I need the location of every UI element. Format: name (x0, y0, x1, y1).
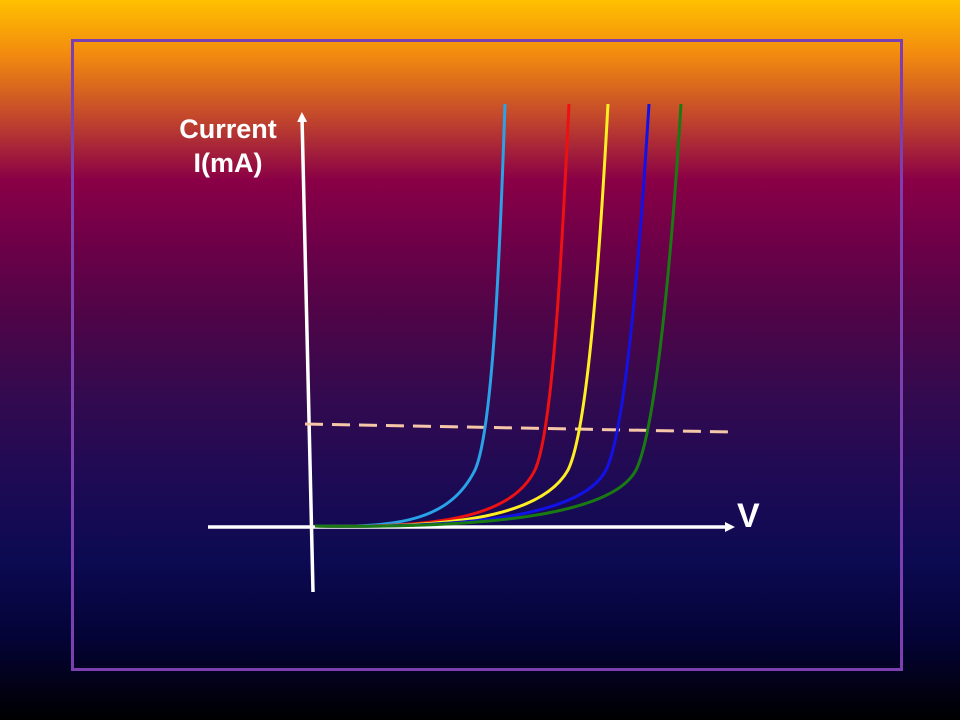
slide-frame (71, 39, 903, 671)
curve-red (314, 103, 571, 528)
y-axis-label: Current I(mA) (150, 112, 306, 180)
x-axis-label: V (737, 497, 760, 535)
curve-yellow (314, 103, 610, 528)
curve-blue (314, 103, 651, 528)
dashed-reference-line (304, 422, 733, 434)
y-axis-label-line2: I(mA) (193, 148, 263, 178)
y-axis-arrow (297, 112, 315, 593)
curve-light-blue (314, 103, 507, 528)
curve-green (314, 103, 683, 528)
y-axis-label-line1: Current (179, 114, 277, 144)
